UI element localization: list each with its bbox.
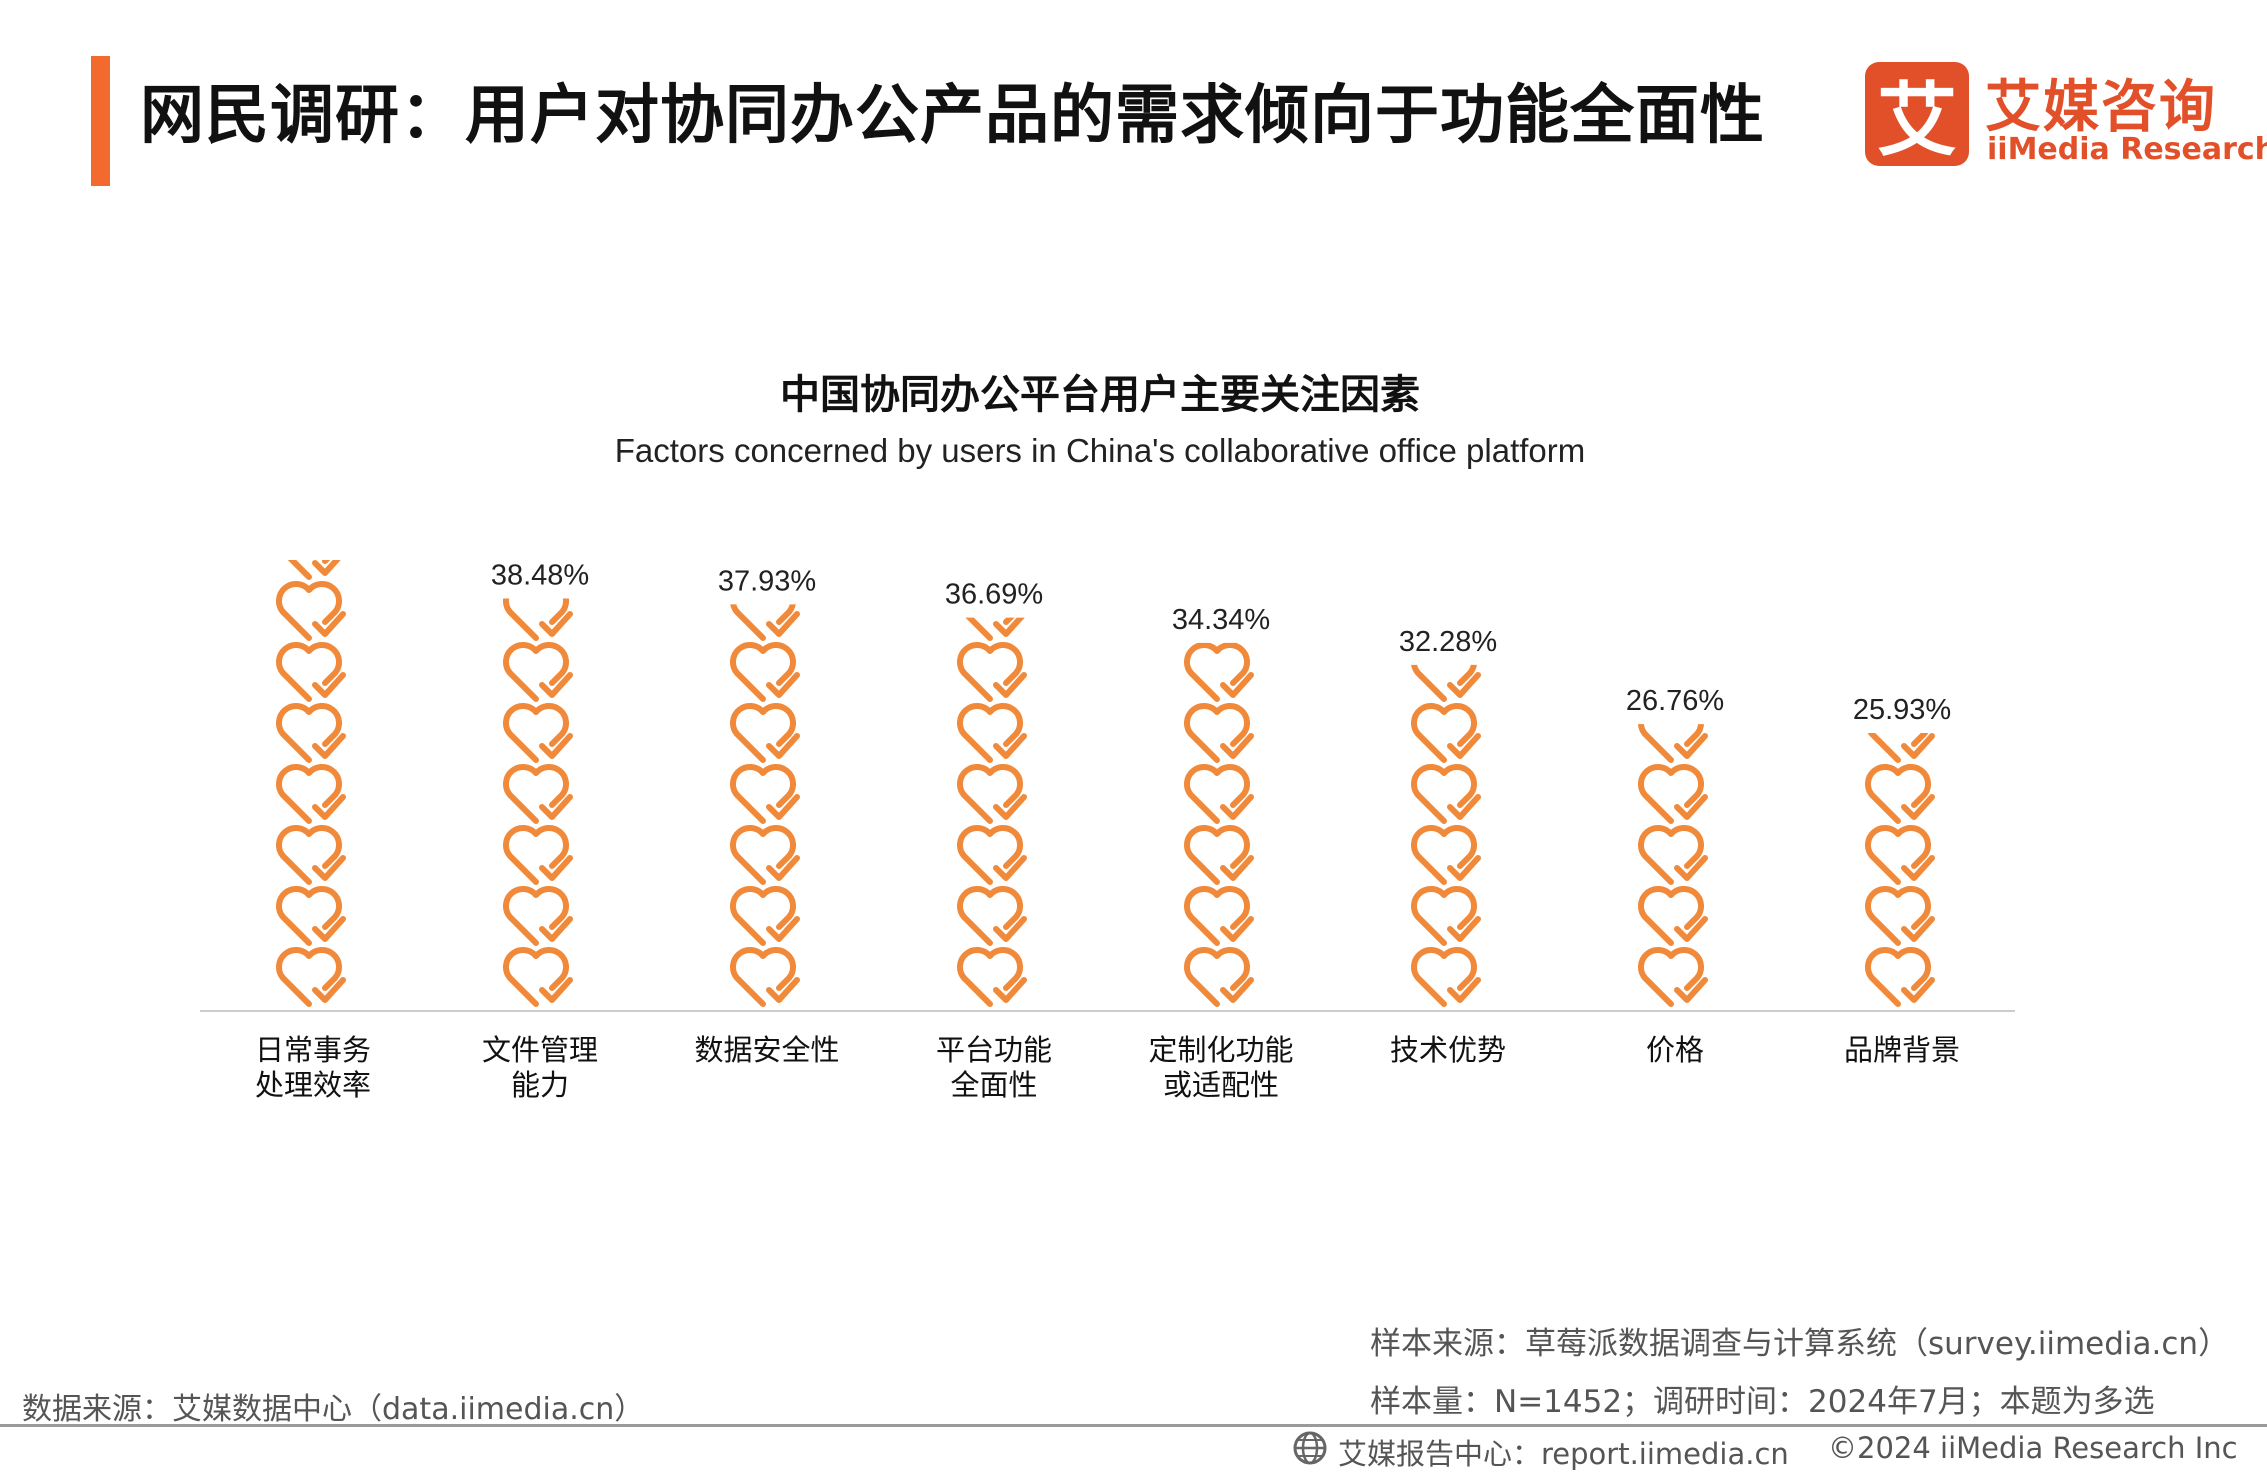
heart-check-icon bbox=[960, 889, 1024, 943]
bar-7 bbox=[1868, 706, 1932, 1004]
heart-check-icon bbox=[1187, 645, 1251, 699]
sample-source: 样本来源：草莓派数据调查与计算系统（survey.iimedia.cn） bbox=[1370, 1326, 2230, 1362]
heart-check-icon bbox=[1414, 767, 1478, 821]
heart-check-icon bbox=[279, 560, 343, 577]
value-label: 36.69% bbox=[945, 579, 1043, 611]
heart-check-icon bbox=[1641, 828, 1705, 882]
page-title: 网民调研：用户对协同办公产品的需求倾向于功能全面性 bbox=[140, 79, 1765, 153]
heart-check-icon bbox=[279, 767, 343, 821]
title-accent-bar bbox=[91, 56, 110, 186]
footer-copyright: ©2024 iiMedia Research Inc bbox=[1828, 1431, 2238, 1465]
category-label: 技术优势 bbox=[1390, 1033, 1506, 1067]
category-label: 品牌背景 bbox=[1844, 1033, 1960, 1067]
category-label: 日常事务处理效率 bbox=[255, 1033, 371, 1102]
sample-info: 样本量：N=1452；调研时间：2024年7月；本题为多选 bbox=[1370, 1384, 2155, 1420]
heart-check-icon bbox=[506, 645, 570, 699]
bar-5 bbox=[1414, 645, 1478, 1004]
value-label: 38.48% bbox=[491, 560, 589, 591]
heart-check-icon bbox=[1414, 828, 1478, 882]
logo-cn-text: 艾媒咨询 bbox=[1985, 75, 2217, 140]
heart-check-icon bbox=[1868, 828, 1932, 882]
heart-check-icon bbox=[506, 889, 570, 943]
footer-divider bbox=[0, 1424, 2267, 1427]
heart-check-icon bbox=[1641, 889, 1705, 943]
heart-check-icon bbox=[506, 828, 570, 882]
value-label: 26.76% bbox=[1626, 685, 1724, 717]
heart-check-icon bbox=[1868, 889, 1932, 943]
bar-1 bbox=[506, 584, 570, 1004]
category-label: 文件管理能力 bbox=[482, 1033, 598, 1102]
heart-check-icon bbox=[1414, 889, 1478, 943]
heart-check-icon bbox=[733, 889, 797, 943]
heart-check-icon bbox=[960, 950, 1024, 1004]
heart-check-icon bbox=[1187, 706, 1251, 760]
heart-check-icon bbox=[1187, 767, 1251, 821]
chart-subtitle: Factors concerned by users in China's co… bbox=[614, 432, 1586, 469]
bar-0 bbox=[279, 560, 343, 1004]
heart-check-icon bbox=[279, 950, 343, 1004]
heart-check-icon bbox=[960, 645, 1024, 699]
heart-check-icon bbox=[1414, 706, 1478, 760]
heart-check-icon bbox=[1868, 950, 1932, 1004]
heart-check-icon bbox=[279, 584, 343, 638]
category-label: 平台功能全面性 bbox=[936, 1033, 1052, 1102]
heart-check-icon bbox=[506, 767, 570, 821]
heart-check-icon bbox=[733, 645, 797, 699]
heart-check-icon bbox=[733, 706, 797, 760]
heart-check-icon bbox=[506, 706, 570, 760]
heart-check-icon bbox=[1187, 950, 1251, 1004]
heart-check-icon bbox=[1641, 767, 1705, 821]
globe-icon bbox=[1293, 1431, 1327, 1465]
heart-check-icon bbox=[1414, 950, 1478, 1004]
heart-check-icon bbox=[733, 828, 797, 882]
heart-check-icon bbox=[1868, 767, 1932, 821]
iimedia-logo: 艾 艾媒咨询 iiMedia Research bbox=[1865, 62, 2267, 172]
heart-check-icon bbox=[733, 767, 797, 821]
logo-mark: 艾 bbox=[1865, 62, 1969, 167]
heart-check-icon bbox=[1187, 889, 1251, 943]
heart-check-icon bbox=[960, 767, 1024, 821]
value-label: 37.93% bbox=[718, 565, 816, 597]
bar-4 bbox=[1187, 584, 1251, 1004]
value-label: 32.28% bbox=[1399, 626, 1497, 658]
pictorial-bar-chart: 42.07%日常事务处理效率38.48%文件管理能力37.93%数据安全性36.… bbox=[200, 560, 2015, 1102]
data-source: 数据来源：艾媒数据中心（data.iimedia.cn） bbox=[22, 1392, 645, 1427]
footer-report-link[interactable]: 艾媒报告中心：report.iimedia.cn bbox=[1338, 1437, 1789, 1471]
heart-check-icon bbox=[1187, 828, 1251, 882]
bar-2 bbox=[733, 584, 797, 1004]
bar-6 bbox=[1641, 706, 1705, 1004]
chart-title: 中国协同办公平台用户主要关注因素 bbox=[780, 372, 1420, 418]
heart-check-icon bbox=[506, 584, 570, 638]
logo-en-text: iiMedia Research bbox=[1987, 132, 2267, 167]
heart-check-icon bbox=[733, 950, 797, 1004]
bar-3 bbox=[960, 584, 1024, 1004]
category-label: 价格 bbox=[1646, 1033, 1704, 1067]
value-label: 25.93% bbox=[1853, 694, 1951, 726]
heart-check-icon bbox=[960, 706, 1024, 760]
heart-check-icon bbox=[506, 950, 570, 1004]
category-label: 定制化功能或适配性 bbox=[1148, 1033, 1293, 1102]
heart-check-icon bbox=[279, 706, 343, 760]
value-label: 34.34% bbox=[1172, 604, 1270, 636]
heart-check-icon bbox=[1641, 950, 1705, 1004]
heart-check-icon bbox=[279, 645, 343, 699]
heart-check-icon bbox=[279, 828, 343, 882]
heart-check-icon bbox=[279, 889, 343, 943]
category-label: 数据安全性 bbox=[694, 1033, 839, 1067]
heart-check-icon bbox=[960, 828, 1024, 882]
